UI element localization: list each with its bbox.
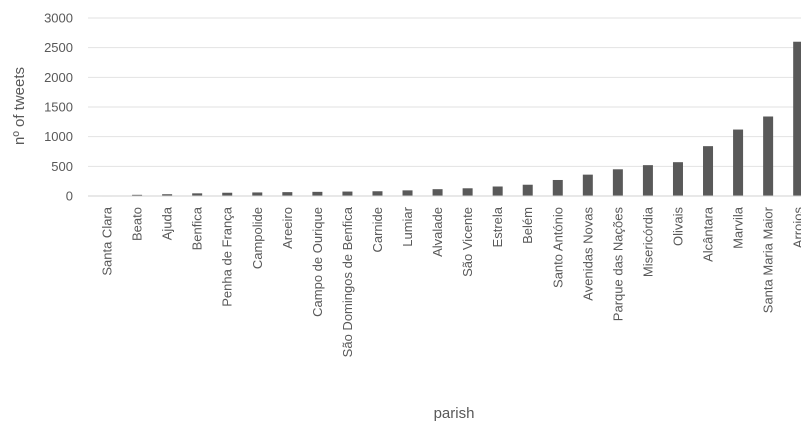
bar (763, 116, 774, 196)
bar (162, 194, 173, 196)
bar (492, 186, 503, 196)
bar (612, 169, 623, 196)
x-tick-label: Ajuda (160, 206, 175, 240)
x-tick-label: Arroios (791, 207, 801, 249)
bar (402, 190, 413, 196)
bar (342, 191, 353, 196)
x-tick-label: Santa Maria Maior (761, 206, 776, 313)
x-axis-title: parish (434, 405, 475, 422)
x-tick-label: Lumiar (400, 206, 415, 246)
y-tick-label: 1000 (44, 129, 73, 144)
x-tick-label: Areeiro (280, 207, 295, 249)
x-tick-label: Belém (520, 207, 535, 244)
bar (552, 179, 563, 196)
bar (372, 191, 383, 196)
bar (793, 41, 801, 196)
x-tick-label: Penha de França (220, 206, 235, 307)
bar (703, 146, 714, 196)
y-axis-ticks: 0 500 1000 1500 2000 2500 3000 (44, 11, 73, 204)
x-tick-label: Santo António (550, 207, 565, 288)
y-tick-label: 3000 (44, 11, 73, 26)
bar (432, 189, 443, 196)
y-axis-title: nº of tweets (11, 67, 28, 145)
bar (642, 165, 653, 196)
x-tick-label: Marvila (731, 206, 746, 249)
x-tick-label: Parque das Nações (610, 207, 625, 322)
y-tick-label: 1500 (44, 100, 73, 115)
x-tick-label: Santa Clara (100, 206, 115, 275)
bar (192, 193, 203, 196)
x-tick-label: Campolide (250, 207, 265, 269)
bar (462, 188, 473, 196)
x-tick-label: Estrela (490, 206, 505, 247)
x-tick-label: Campo de Ourique (310, 207, 325, 317)
gridlines (88, 17, 801, 167)
bar (252, 192, 263, 196)
bar (733, 129, 744, 196)
y-tick-label: 2500 (44, 40, 73, 55)
bar (222, 192, 233, 196)
x-tick-label: Beato (130, 207, 145, 241)
x-tick-label: Olivais (670, 207, 685, 247)
bar (582, 174, 593, 196)
x-tick-label: Avenidas Novas (580, 207, 595, 301)
x-axis-ticks: Santa Clara Beato Ajuda Benfica Penha de Fra… (100, 206, 801, 357)
bar (312, 191, 323, 196)
x-tick-label: Alcântara (701, 206, 716, 262)
y-tick-label: 500 (51, 159, 73, 174)
bar (282, 192, 293, 196)
bar (522, 184, 533, 196)
bar (132, 194, 143, 196)
bars (102, 41, 801, 197)
x-tick-label: Alvalade (430, 207, 445, 257)
x-tick-label: Misericórdia (640, 206, 655, 277)
x-tick-label: Carnide (370, 207, 385, 253)
x-tick-label: São Vicente (460, 207, 475, 277)
x-tick-label: Benfica (190, 206, 205, 250)
y-tick-label: 0 (66, 189, 73, 204)
bar (672, 162, 683, 196)
x-tick-label: São Domingos de Benfica (340, 206, 355, 357)
y-tick-label: 2000 (44, 70, 73, 85)
